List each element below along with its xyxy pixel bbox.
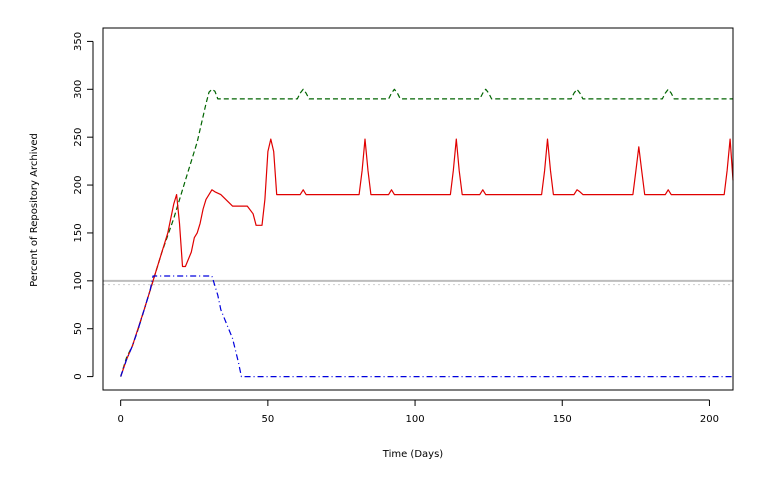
- series-line-2: [120, 138, 734, 377]
- x-tick-label: 50: [261, 414, 274, 425]
- y-tick-label: 250: [73, 128, 84, 147]
- x-axis-title: Time (Days): [382, 449, 444, 460]
- x-axis: 0 50 100 150 200: [117, 399, 719, 425]
- y-axis-title: Percent of Repository Archived: [29, 133, 40, 287]
- y-tick-label: 350: [73, 32, 84, 51]
- series-line-3: [120, 275, 733, 378]
- y-tick-label: 200: [73, 176, 84, 195]
- plot-frame: [102, 27, 734, 391]
- y-axis: 0 50 100 150 200 250 300 350: [73, 32, 94, 380]
- y-tick-label: 100: [73, 271, 84, 290]
- x-tick-label: 150: [553, 414, 572, 425]
- x-tick-label: 100: [406, 414, 425, 425]
- y-tick-label: 0: [73, 373, 84, 379]
- y-tick-label: 300: [73, 80, 84, 99]
- series-line-1: [120, 88, 733, 377]
- x-tick-label: 0: [117, 414, 123, 425]
- y-tick-label: 50: [73, 322, 84, 335]
- x-tick-label: 200: [700, 414, 719, 425]
- y-tick-label: 150: [73, 223, 84, 242]
- reference-lines: [103, 279, 733, 286]
- series-lines: [120, 88, 734, 378]
